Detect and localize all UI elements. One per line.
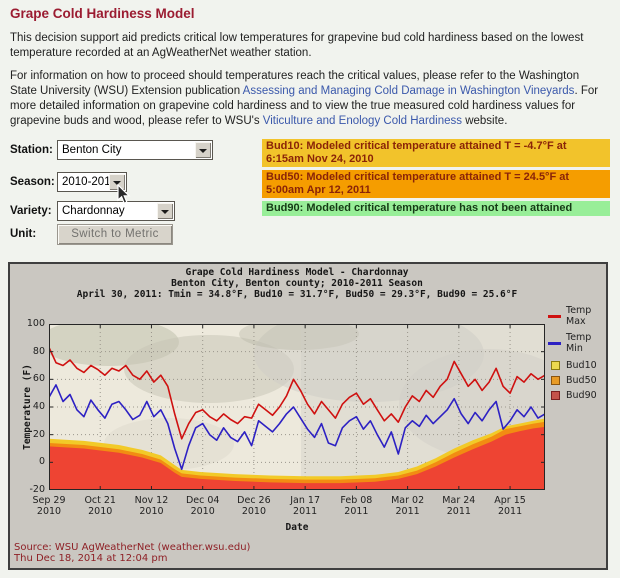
- x-tick-mar-24: Mar 24 2011: [442, 495, 476, 517]
- switch-to-metric-button[interactable]: Switch to Metric: [57, 224, 173, 245]
- series-temp-min: [49, 384, 545, 471]
- x-tick-jan-17: Jan 17 2011: [290, 495, 321, 517]
- legend-square-swatch: [551, 391, 560, 400]
- info-text-pre: For information on how to proceed should…: [10, 70, 580, 97]
- x-tick-apr-15: Apr 15 2011: [494, 495, 526, 517]
- intro-paragraph: This decision support aid predicts criti…: [10, 32, 584, 59]
- legend-item-temp-min: Temp Min: [548, 332, 604, 354]
- status-bud50: Bud50: Modeled critical temperature atta…: [262, 170, 610, 198]
- season-select-value: 2010-2011: [62, 176, 117, 188]
- station-label: Station:: [10, 144, 53, 156]
- legend-label: Bud10: [566, 360, 597, 371]
- x-axis-label: Date: [285, 522, 309, 533]
- status-bud90: Bud90: Modeled critical temperature has …: [262, 201, 610, 216]
- x-tick-nov-12: Nov 12 2010: [134, 495, 169, 517]
- legend-label: Bud90: [566, 390, 597, 401]
- info-text-post: website.: [462, 115, 508, 127]
- chart-timestamp-text: Thu Dec 18, 2014 at 12:04 pm: [14, 553, 168, 564]
- season-label: Season:: [10, 176, 55, 188]
- chart-title-line-1: Grape Cold Hardiness Model - Chardonnay: [185, 267, 409, 278]
- season-dropdown-arrow-icon[interactable]: [109, 174, 125, 190]
- legend-square-swatch: [551, 376, 560, 385]
- variety-select-value: Chardonnay: [62, 205, 125, 217]
- chart-legend: Temp Max Temp Min Bud10 Bud50 Bud90: [548, 305, 604, 405]
- variety-select[interactable]: Chardonnay: [57, 201, 175, 221]
- x-tick-dec-26: Dec 26 2010: [237, 495, 271, 517]
- chart-title-line-3: April 30, 2011: Tmin = 34.8°F, Bud10 = 3…: [76, 289, 518, 300]
- x-tick-dec-04: Dec 04 2010: [185, 495, 220, 517]
- unit-label: Unit:: [10, 228, 37, 240]
- x-tick-sep-29: Sep 29 2010: [32, 495, 66, 517]
- status-bud10: Bud10: Modeled critical temperature atta…: [262, 139, 610, 167]
- y-tick--20: -20: [29, 484, 45, 495]
- x-tick-mar-02: Mar 02 2011: [391, 495, 425, 517]
- variety-dropdown-arrow-icon[interactable]: [157, 203, 173, 219]
- link-viticulture-cold-hardiness[interactable]: Viticulture and Enology Cold Hardiness: [262, 115, 463, 127]
- legend-line-swatch: [548, 342, 561, 345]
- chart-panel: Grape Cold Hardiness Model - Chardonnay …: [8, 262, 608, 570]
- legend-square-swatch: [551, 361, 560, 370]
- x-tick-feb-08: Feb 08 2011: [340, 495, 373, 517]
- mouse-cursor-icon: [117, 184, 131, 204]
- y-tick-100: 100: [26, 318, 45, 329]
- legend-item-temp-max: Temp Max: [548, 305, 604, 327]
- legend-item-bud50: Bud50: [548, 375, 604, 386]
- legend-label: Temp Max: [566, 305, 592, 327]
- variety-label: Variety:: [10, 205, 52, 217]
- legend-item-bud90: Bud90: [548, 390, 604, 401]
- station-select-value: Benton City: [62, 144, 122, 156]
- y-tick-20: 20: [32, 428, 45, 440]
- chart-title-line-2: Benton City, Benton county; 2010-2011 Se…: [171, 278, 423, 289]
- legend-line-swatch: [548, 315, 561, 318]
- page-title: Grape Cold Hardiness Model: [10, 6, 195, 21]
- band-bud90: [49, 426, 545, 490]
- temperature-chart-plot: [49, 324, 545, 490]
- legend-label: Bud50: [566, 375, 597, 386]
- link-cold-damage-publication[interactable]: Assessing and Managing Cold Damage in Wa…: [242, 85, 575, 97]
- season-select[interactable]: 2010-2011: [57, 172, 127, 192]
- x-tick-oct-21: Oct 21 2010: [84, 495, 116, 517]
- y-tick-0: 0: [38, 456, 45, 468]
- y-tick-40: 40: [32, 401, 45, 412]
- series-temp-max: [49, 347, 545, 440]
- station-dropdown-arrow-icon[interactable]: [195, 142, 211, 158]
- y-tick-80: 80: [32, 345, 45, 357]
- info-text-mid: . For more detailed information on grape…: [10, 85, 599, 127]
- y-tick-60: 60: [32, 373, 45, 385]
- status-message-list: Bud10: Modeled critical temperature atta…: [262, 139, 610, 219]
- legend-item-bud10: Bud10: [548, 360, 604, 371]
- station-select[interactable]: Benton City: [57, 140, 213, 160]
- info-paragraph: For information on how to proceed should…: [10, 69, 606, 129]
- chart-source-text: Source: WSU AgWeatherNet (weather.wsu.ed…: [14, 542, 251, 553]
- legend-label: Temp Min: [566, 332, 592, 354]
